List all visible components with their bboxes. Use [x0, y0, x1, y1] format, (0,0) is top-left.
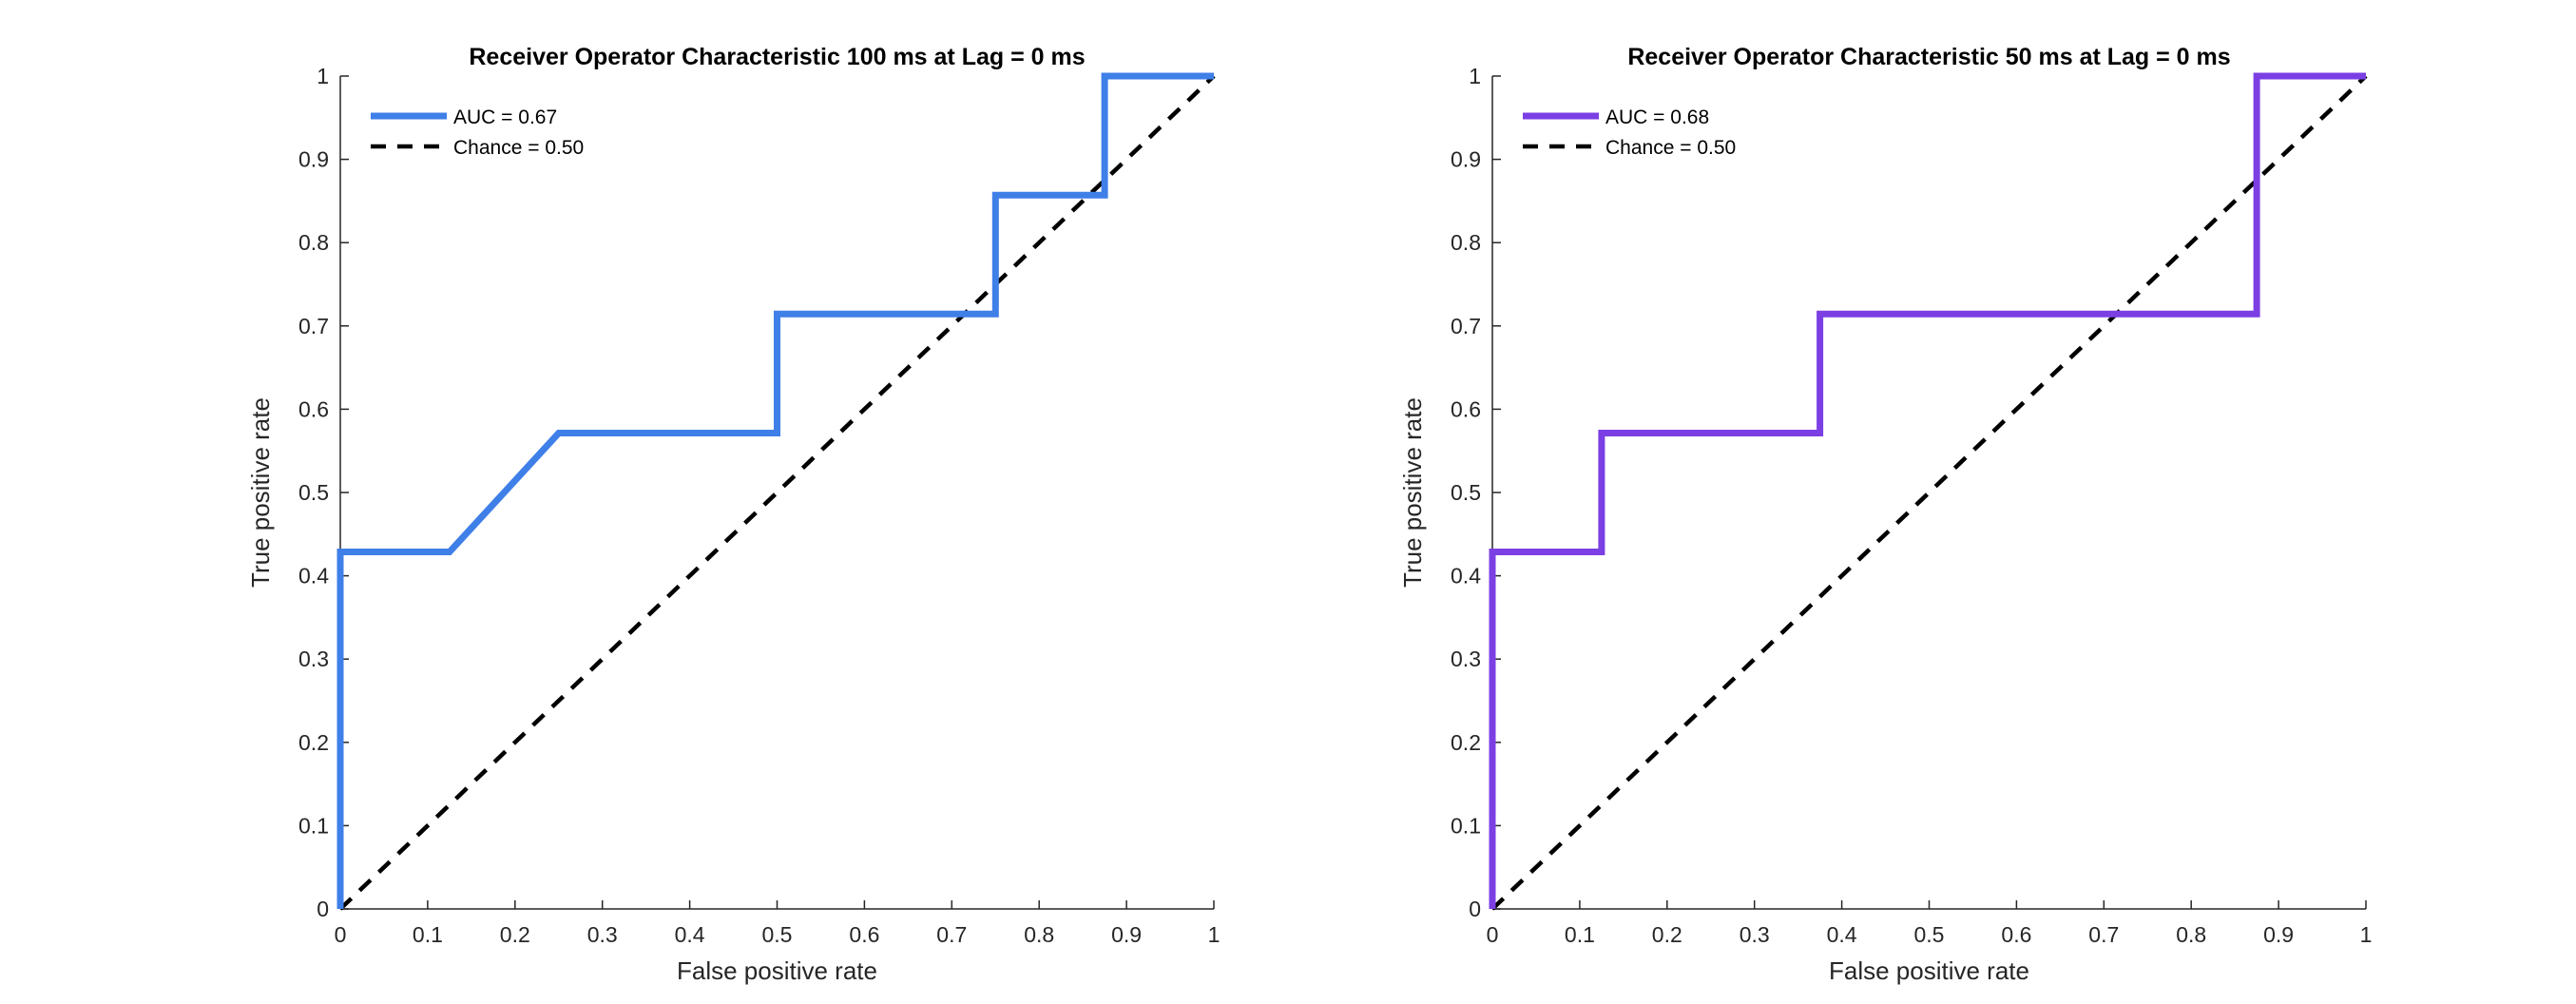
- x-tick-label: 0.8: [1024, 922, 1054, 947]
- x-tick-label: 0.6: [2001, 922, 2031, 947]
- roc-panel-50ms: 0 0.1 0.2 0.3 0.4 0.5 0.6 0.7 0.8 0.9 1 0 0.1 0.2 0.3 0…: [1398, 44, 2372, 985]
- legend-entry-label: AUC = 0.68: [1605, 106, 1709, 128]
- y-tick-label: 0.6: [1451, 396, 1481, 421]
- y-tick-label: 0.8: [1451, 230, 1481, 255]
- y-tick-label: 0.2: [1451, 730, 1481, 755]
- y-tick-label: 0.7: [298, 314, 329, 338]
- roc-panel-100ms: 0 0.1 0.2 0.3 0.4 0.5 0.6 0.7 0.8 0.9 1 0 0.1 0.2 0.3 0…: [246, 44, 1220, 985]
- x-tick-label: 0: [1487, 922, 1499, 947]
- chance-line: [1490, 74, 2368, 911]
- y-tick-label: 0.4: [1451, 564, 1481, 589]
- chart-title: Receiver Operator Characteristic 50 ms a…: [1627, 44, 2230, 70]
- y-tick-label: 0.5: [298, 480, 329, 505]
- x-tick-label: 1: [2360, 922, 2373, 947]
- y-tick-label: 0: [1469, 897, 1481, 921]
- legend-entry-label: Chance = 0.50: [453, 137, 584, 159]
- x-tick-label: 0.6: [849, 922, 879, 947]
- y-tick-label: 0.9: [1451, 147, 1481, 172]
- y-tick-label: 0.9: [298, 147, 329, 172]
- y-tick-label: 0.3: [298, 647, 329, 671]
- y-tick-label: 0.3: [1451, 647, 1481, 671]
- y-tick-label: 0.5: [1451, 480, 1481, 505]
- x-axis-label: False positive rate: [677, 956, 877, 985]
- chance-line: [338, 74, 1216, 911]
- y-tick-label: 0.6: [298, 396, 329, 421]
- x-tick-label: 0.5: [1914, 922, 1945, 947]
- x-tick-label: 0.4: [675, 922, 705, 947]
- legend-entry-label: AUC = 0.67: [453, 106, 557, 128]
- y-tick-label: 1: [1469, 64, 1481, 88]
- y-tick-label: 0.2: [298, 730, 329, 755]
- x-tick-label: 0.4: [1827, 922, 1857, 947]
- legend-entry-label: Chance = 0.50: [1605, 137, 1736, 159]
- x-tick-label: 0: [335, 922, 347, 947]
- x-tick-label: 0.1: [1565, 922, 1595, 947]
- x-tick-label: 0.9: [2263, 922, 2294, 947]
- x-tick-label: 0.5: [762, 922, 793, 947]
- chart-title: Receiver Operator Characteristic 100 ms …: [469, 44, 1085, 70]
- x-tick-label: 0.3: [587, 922, 618, 947]
- x-tick-label: 0.3: [1740, 922, 1770, 947]
- x-tick-label: 0.7: [936, 922, 967, 947]
- y-tick-label: 0: [317, 897, 329, 921]
- x-tick-label: 0.2: [1652, 922, 1682, 947]
- y-tick-label: 0.1: [298, 813, 329, 838]
- y-axis-label: True positive rate: [246, 397, 275, 588]
- y-tick-label: 0.1: [1451, 813, 1481, 838]
- x-tick-label: 0.1: [413, 922, 443, 947]
- roc-curve-line: [1489, 72, 2366, 909]
- y-tick-label: 0.4: [298, 564, 329, 589]
- y-tick-label: 0.8: [298, 230, 329, 255]
- y-tick-label: 0.7: [1451, 314, 1481, 338]
- x-tick-label: 0.2: [500, 922, 530, 947]
- y-axis-label: True positive rate: [1398, 397, 1427, 588]
- x-tick-label: 0.9: [1111, 922, 1142, 947]
- x-axis-label: False positive rate: [1829, 956, 2029, 985]
- roc-curve-line: [336, 72, 1214, 909]
- x-tick-label: 0.8: [2176, 922, 2206, 947]
- x-tick-label: 0.7: [2088, 922, 2119, 947]
- x-tick-label: 1: [1208, 922, 1221, 947]
- y-tick-label: 1: [317, 64, 329, 88]
